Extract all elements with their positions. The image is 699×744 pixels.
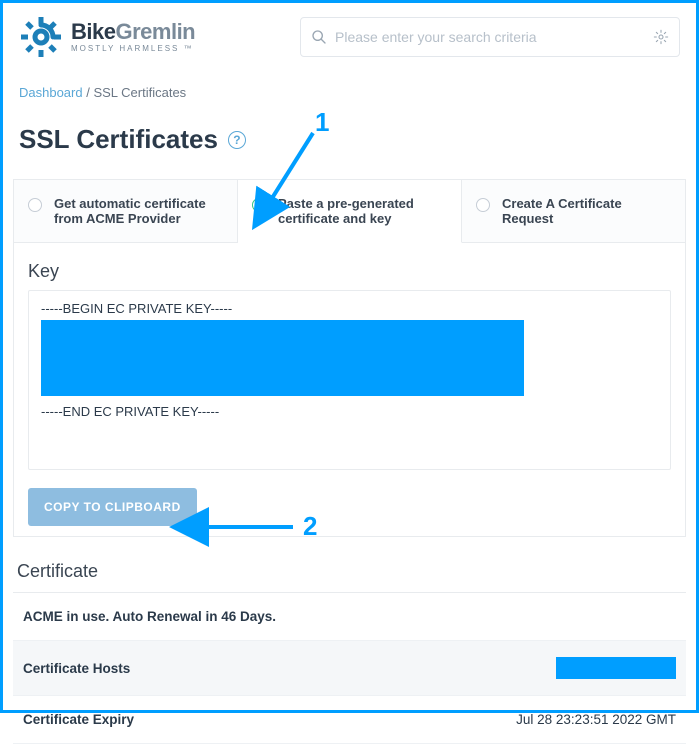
tab-create-csr[interactable]: Create A Certificate Request [462, 179, 686, 243]
cert-hosts-label: Certificate Hosts [23, 661, 130, 676]
tab-label: Get automatic certificate from ACME Prov… [54, 196, 206, 226]
tabs: Get automatic certificate from ACME Prov… [13, 179, 686, 243]
cert-expiry-value: Jul 28 23:23:51 2022 GMT [516, 712, 676, 727]
acme-status-row: ACME in use. Auto Renewal in 46 Days. [13, 593, 686, 641]
certificate-heading: Certificate [13, 561, 686, 593]
search-icon [311, 29, 327, 45]
key-label: Key [28, 261, 671, 282]
key-end-marker: -----END EC PRIVATE KEY----- [41, 404, 658, 419]
brand-name: BikeGremlin [71, 21, 195, 43]
cert-hosts-row: Certificate Hosts [13, 641, 686, 696]
cert-expiry-label: Certificate Expiry [23, 712, 134, 727]
cert-hosts-redacted [556, 657, 676, 679]
key-textarea[interactable]: -----BEGIN EC PRIVATE KEY----- -----END … [28, 290, 671, 470]
tab-label: Paste a pre-generated certificate and ke… [278, 196, 414, 226]
copy-to-clipboard-button[interactable]: COPY TO CLIPBOARD [28, 488, 197, 526]
tab-acme-auto[interactable]: Get automatic certificate from ACME Prov… [13, 179, 238, 243]
breadcrumb: Dashboard / SSL Certificates [3, 65, 696, 110]
tab-paste-cert[interactable]: Paste a pre-generated certificate and ke… [238, 179, 462, 243]
key-begin-marker: -----BEGIN EC PRIVATE KEY----- [41, 301, 658, 316]
page-title: SSL Certificates [19, 124, 218, 155]
acme-status-text: ACME in use. Auto Renewal in 46 Days. [23, 609, 276, 624]
key-redacted-block [41, 320, 524, 396]
search-box[interactable] [300, 17, 680, 57]
radio-icon [252, 198, 266, 212]
brand: BikeGremlin MOSTLY HARMLESS ™ [19, 15, 195, 59]
gear-icon[interactable] [653, 29, 669, 45]
radio-icon [476, 198, 490, 212]
page-title-row: SSL Certificates ? [3, 110, 696, 179]
top-bar: BikeGremlin MOSTLY HARMLESS ™ [3, 3, 696, 65]
search-input[interactable] [335, 29, 645, 45]
radio-icon [28, 198, 42, 212]
brand-tagline: MOSTLY HARMLESS ™ [71, 45, 195, 53]
breadcrumb-sep: / [83, 85, 94, 100]
certificate-section: Certificate ACME in use. Auto Renewal in… [13, 561, 686, 744]
cert-expiry-row: Certificate Expiry Jul 28 23:23:51 2022 … [13, 696, 686, 744]
key-panel: Key -----BEGIN EC PRIVATE KEY----- -----… [13, 243, 686, 537]
help-icon[interactable]: ? [228, 131, 246, 149]
tab-label: Create A Certificate Request [502, 196, 622, 226]
logo-gear-icon [19, 15, 63, 59]
breadcrumb-root-link[interactable]: Dashboard [19, 85, 83, 100]
breadcrumb-current: SSL Certificates [93, 85, 186, 100]
